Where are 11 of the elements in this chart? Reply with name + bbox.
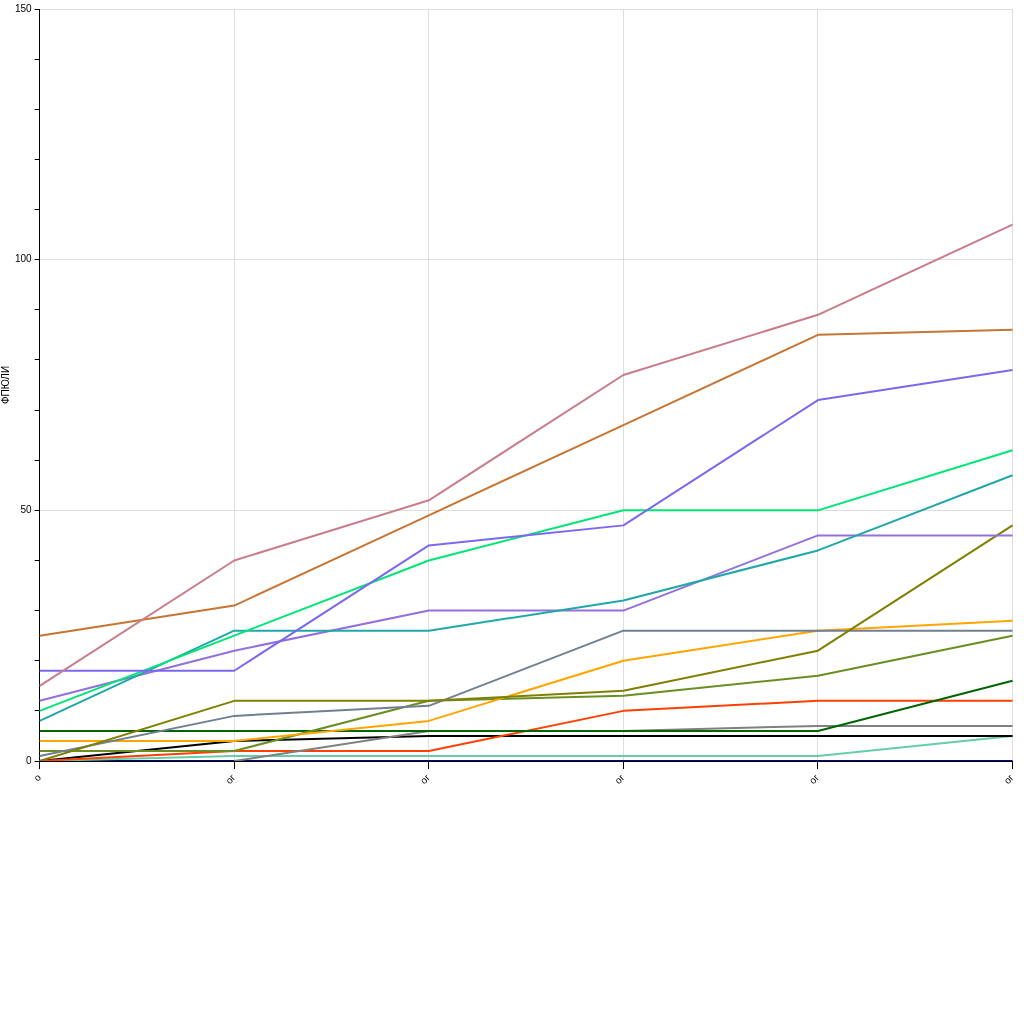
x-tick-label: ог [1001,771,1017,787]
x-tick-label: ог [417,771,433,787]
y-tick-label: 50 [20,504,33,516]
x-tick-label: о [31,771,44,784]
y-tick-label: 100 [15,253,33,265]
x-tick-label: ог [807,771,822,787]
x-tick-label: ог [223,771,238,787]
x-tick-label: ог [612,771,627,787]
y-tick-label: 150 [15,2,33,14]
y-axis-title: ФПЮЛИ [0,365,11,405]
y-tick-label: 0 [26,754,33,766]
